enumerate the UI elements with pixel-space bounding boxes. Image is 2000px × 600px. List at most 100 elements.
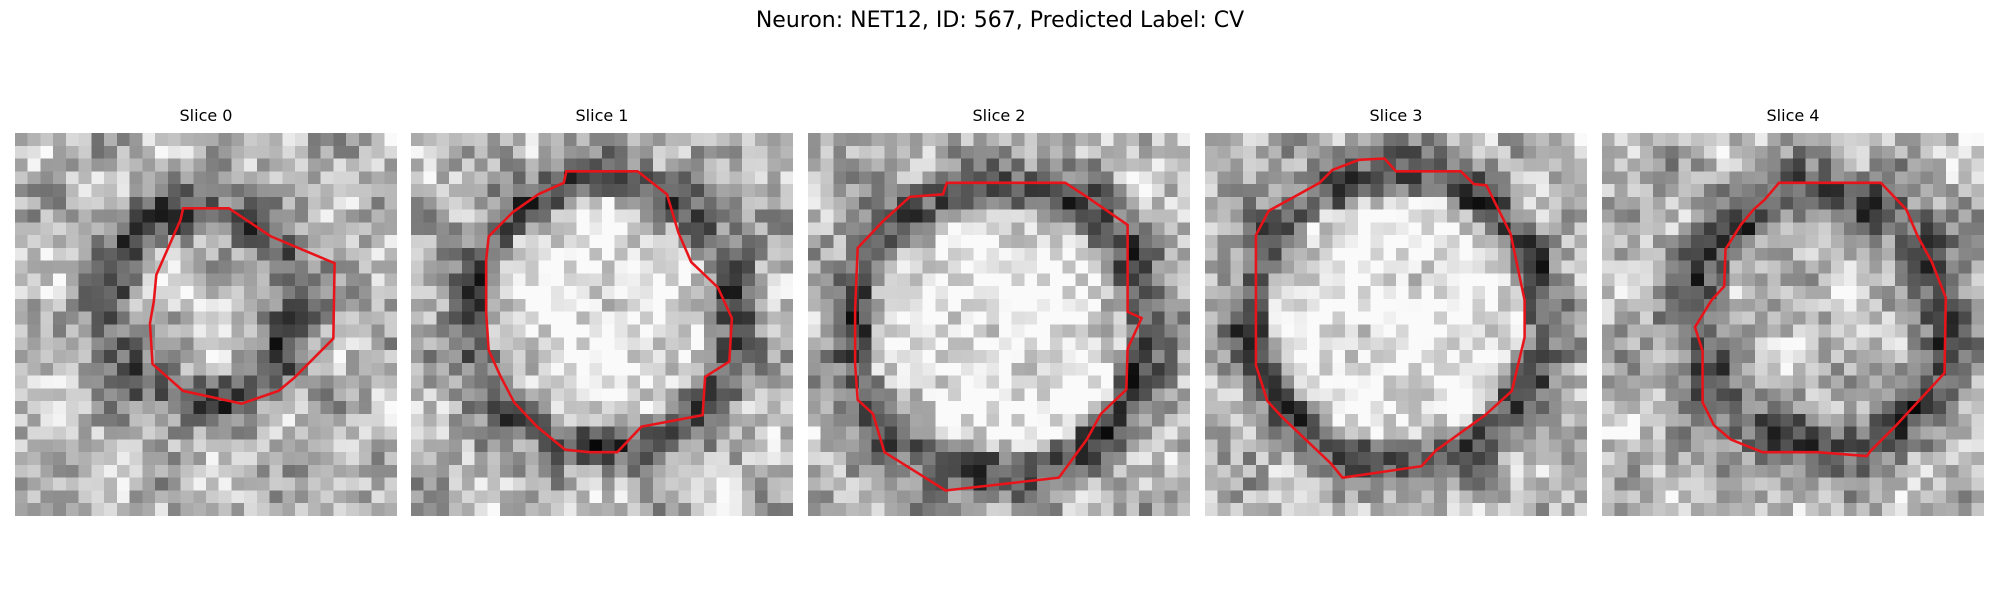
image-pixel — [858, 184, 872, 198]
image-pixel — [1856, 145, 1870, 159]
image-pixel — [691, 311, 705, 325]
image-pixel — [1024, 184, 1038, 198]
image-pixel — [1037, 362, 1051, 376]
image-pixel — [1011, 388, 1025, 402]
image-pixel — [1602, 464, 1615, 478]
image-pixel — [1678, 324, 1692, 338]
image-pixel — [691, 286, 705, 300]
image-pixel — [1306, 209, 1320, 223]
image-pixel — [1205, 337, 1218, 351]
image-pixel — [1945, 286, 1959, 300]
image-pixel — [40, 298, 54, 312]
image-pixel — [1574, 298, 1587, 312]
image-pixel — [1691, 452, 1705, 466]
image-pixel — [218, 464, 232, 478]
image-pixel — [436, 298, 450, 312]
image-pixel — [1113, 324, 1127, 338]
image-pixel — [346, 490, 360, 504]
image-pixel — [1548, 273, 1562, 287]
image-pixel — [193, 350, 207, 364]
image-pixel — [1446, 286, 1460, 300]
image-pixel — [551, 375, 565, 389]
image-pixel — [551, 452, 565, 466]
image-pixel — [423, 337, 437, 351]
image-pixel — [627, 286, 641, 300]
image-pixel — [1434, 222, 1448, 236]
image-pixel — [1421, 324, 1435, 338]
image-pixel — [295, 222, 309, 236]
image-pixel — [780, 286, 793, 300]
image-pixel — [1230, 452, 1244, 466]
image-pixel — [129, 235, 143, 249]
image-pixel — [1920, 426, 1934, 440]
image-pixel — [525, 490, 539, 504]
image-pixel — [423, 222, 437, 236]
image-pixel — [206, 426, 219, 440]
image-pixel — [551, 490, 565, 504]
image-pixel — [1446, 477, 1460, 491]
image-pixel — [358, 388, 372, 402]
image-pixel — [973, 298, 987, 312]
image-pixel — [1831, 235, 1845, 249]
image-pixel — [525, 452, 539, 466]
image-pixel — [1037, 260, 1051, 274]
image-pixel — [436, 452, 450, 466]
image-pixel — [256, 503, 270, 516]
image-pixel — [742, 464, 756, 478]
image-pixel — [1831, 452, 1845, 466]
image-pixel — [576, 196, 590, 210]
image-pixel — [1217, 235, 1231, 249]
image-pixel — [1062, 401, 1076, 415]
image-pixel — [27, 337, 41, 351]
image-pixel — [231, 477, 245, 491]
image-pixel — [307, 426, 321, 440]
image-pixel — [808, 222, 821, 236]
image-pixel — [1281, 426, 1295, 440]
image-pixel — [691, 426, 705, 440]
image-pixel — [589, 490, 603, 504]
image-pixel — [269, 439, 283, 453]
image-pixel — [15, 184, 28, 198]
image-pixel — [104, 426, 118, 440]
image-pixel — [384, 350, 397, 364]
image-pixel — [1408, 235, 1422, 249]
image-pixel — [986, 324, 1000, 338]
image-pixel — [678, 362, 692, 376]
image-pixel — [1691, 311, 1705, 325]
image-pixel — [1205, 388, 1218, 402]
image-pixel — [1945, 133, 1959, 147]
image-pixel — [1139, 209, 1153, 223]
image-pixel — [1100, 324, 1114, 338]
image-pixel — [1408, 209, 1422, 223]
image-pixel — [40, 452, 54, 466]
image-pixel — [1268, 337, 1282, 351]
image-pixel — [1024, 388, 1038, 402]
image-pixel — [884, 477, 898, 491]
image-pixel — [1396, 477, 1409, 491]
image-pixel — [1434, 260, 1448, 274]
image-pixel — [1205, 401, 1218, 415]
image-pixel — [1703, 362, 1717, 376]
image-pixel — [884, 247, 898, 261]
image-pixel — [346, 184, 360, 198]
image-pixel — [1088, 133, 1102, 147]
image-pixel — [1446, 452, 1460, 466]
image-pixel — [1843, 184, 1857, 198]
image-pixel — [1510, 324, 1524, 338]
image-pixel — [1574, 145, 1587, 159]
image-pixel — [922, 158, 936, 172]
image-pixel — [1472, 171, 1486, 185]
image-pixel — [767, 196, 781, 210]
image-pixel — [1139, 401, 1153, 415]
image-pixel — [307, 184, 321, 198]
image-pixel — [858, 171, 872, 185]
image-pixel — [358, 196, 372, 210]
image-pixel — [1306, 362, 1320, 376]
image-pixel — [589, 184, 603, 198]
image-pixel — [1561, 133, 1575, 147]
image-pixel — [1754, 145, 1768, 159]
image-pixel — [703, 145, 717, 159]
image-pixel — [1793, 324, 1806, 338]
image-pixel — [1472, 133, 1486, 147]
image-pixel — [1281, 158, 1295, 172]
